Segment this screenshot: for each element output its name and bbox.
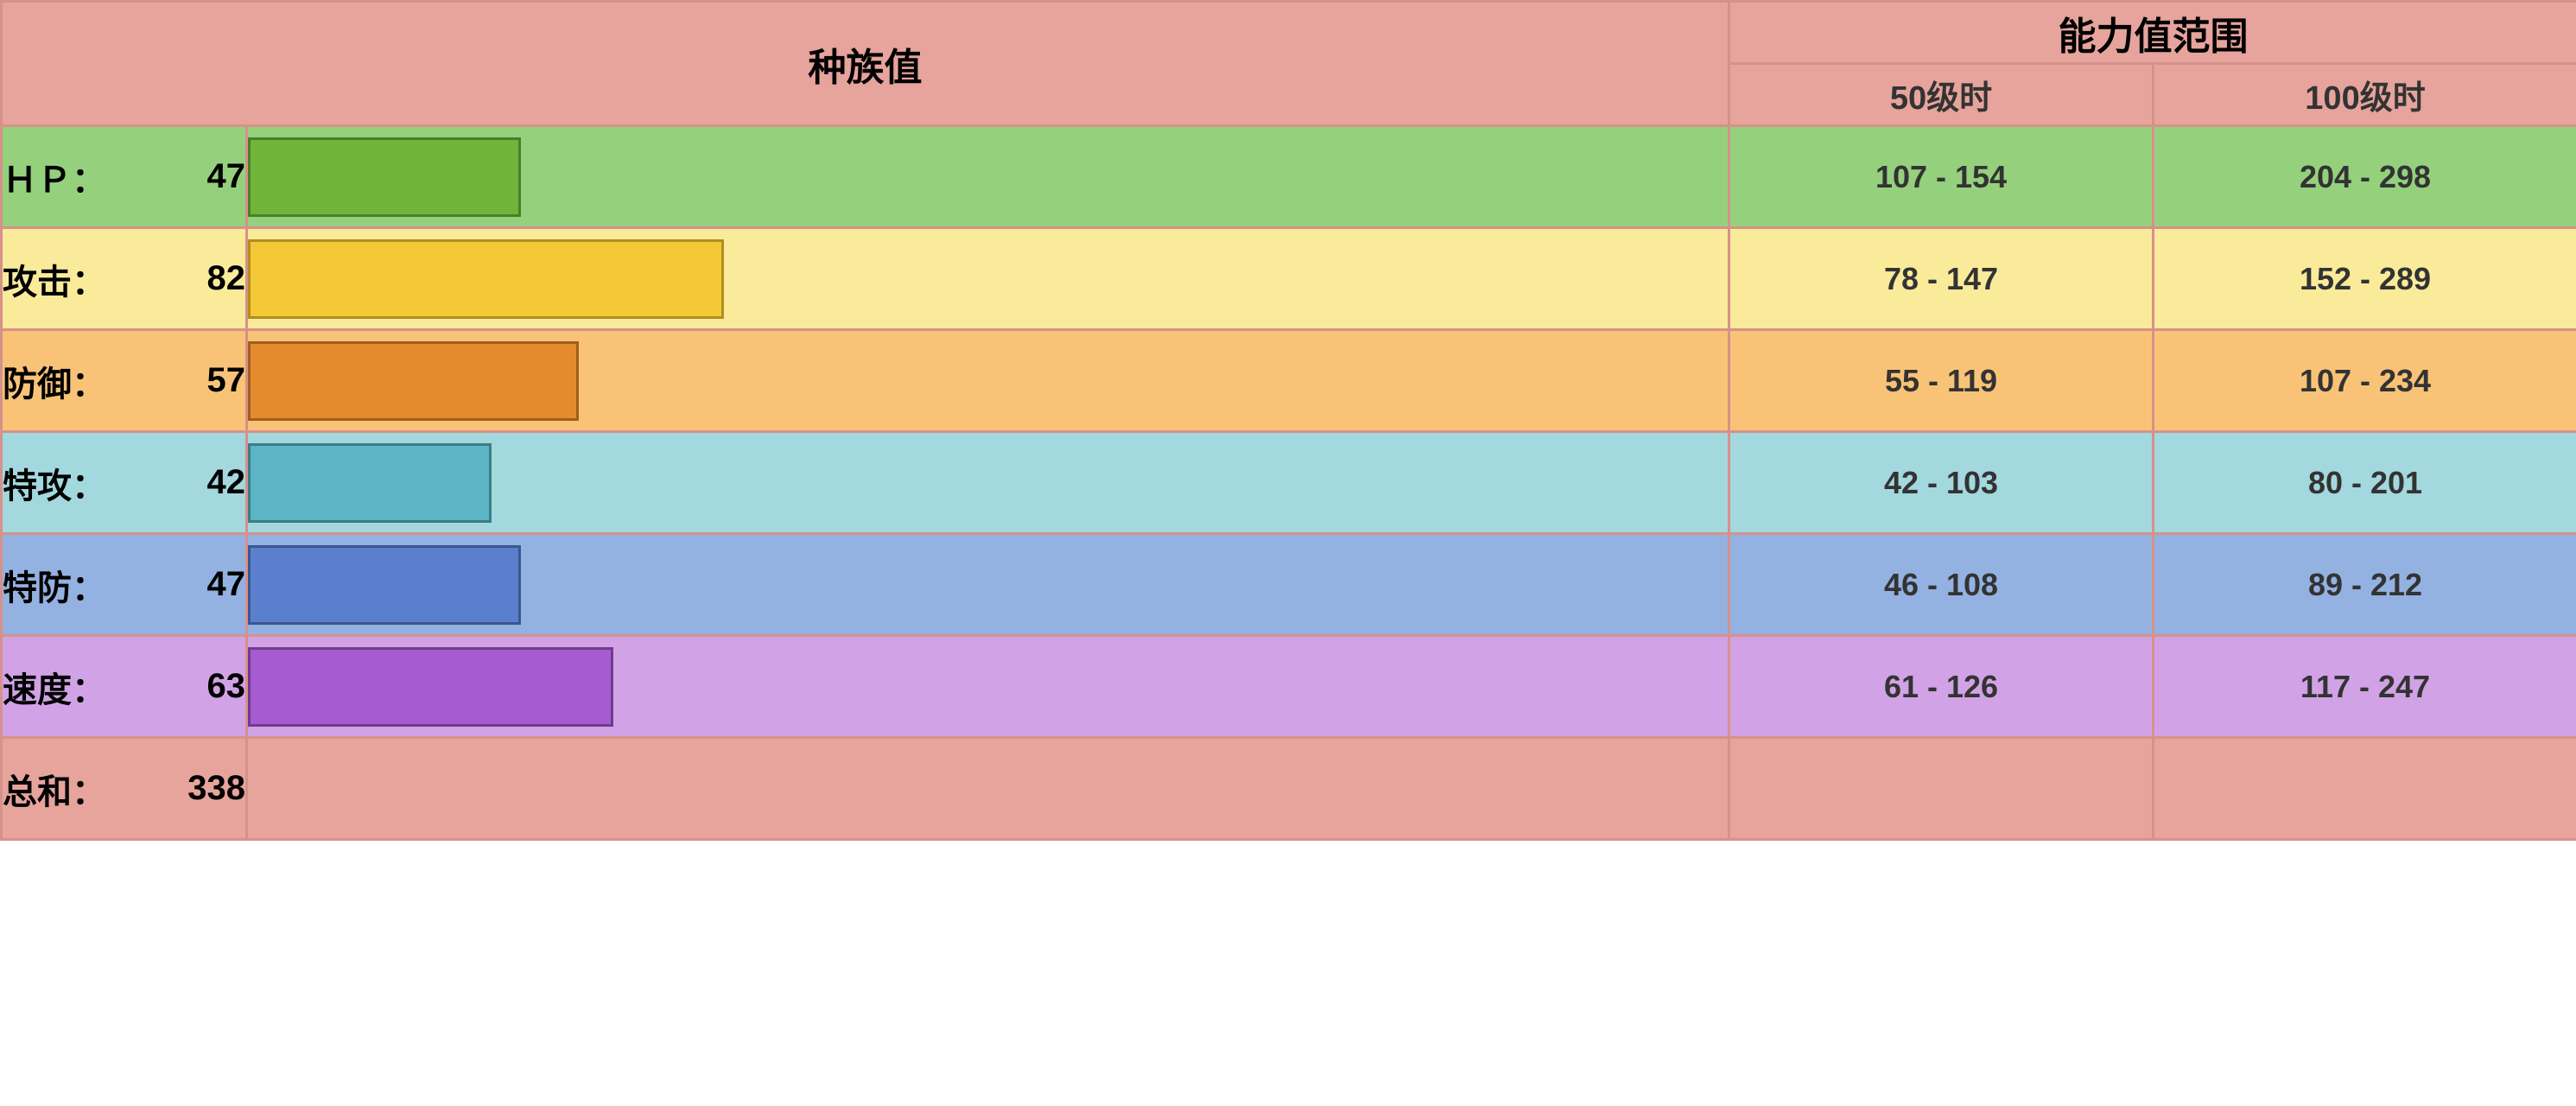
range-lv50: 107 - 154 <box>1729 126 2154 228</box>
stat-row: 特防：47 46 - 10889 - 212 <box>2 534 2576 636</box>
stat-row: 防御：57 55 - 119107 - 234 <box>2 330 2576 432</box>
total-row: 总和：338 <box>2 738 2576 840</box>
stat-bar-cell <box>247 636 1729 738</box>
range-lv100: 80 - 201 <box>2154 432 2576 534</box>
stat-label: ＨＰ： <box>2 126 152 228</box>
range-lv100: 117 - 247 <box>2154 636 2576 738</box>
stat-value: 63 <box>152 636 247 738</box>
total-range-lv100 <box>2154 738 2576 840</box>
stat-value: 42 <box>152 432 247 534</box>
stat-label: 速度： <box>2 636 152 738</box>
range-lv50: 42 - 103 <box>1729 432 2154 534</box>
stat-bar <box>248 545 521 625</box>
stat-bar <box>248 137 521 217</box>
stat-value: 47 <box>152 126 247 228</box>
stat-bar <box>248 647 613 727</box>
stat-label: 防御： <box>2 330 152 432</box>
stat-bar <box>248 239 724 319</box>
range-lv100: 107 - 234 <box>2154 330 2576 432</box>
range-lv50: 55 - 119 <box>1729 330 2154 432</box>
stat-bar-cell <box>247 534 1729 636</box>
stat-label: 特防： <box>2 534 152 636</box>
stat-label: 攻击： <box>2 228 152 330</box>
header-stat-range: 能力值范围 <box>1729 2 2576 64</box>
stat-bar <box>248 443 492 523</box>
stat-value: 57 <box>152 330 247 432</box>
total-range-lv50 <box>1729 738 2154 840</box>
header-base-stats: 种族值 <box>2 2 1729 126</box>
range-lv100: 89 - 212 <box>2154 534 2576 636</box>
range-lv100: 204 - 298 <box>2154 126 2576 228</box>
stat-value: 82 <box>152 228 247 330</box>
stat-row: ＨＰ：47 107 - 154204 - 298 <box>2 126 2576 228</box>
stat-value: 47 <box>152 534 247 636</box>
total-bar-cell <box>247 738 1729 840</box>
stats-table: 种族值 能力值范围 50级时 100级时 ＨＰ：47107 - 154204 -… <box>0 0 2576 841</box>
stat-bar-cell <box>247 330 1729 432</box>
range-lv50: 46 - 108 <box>1729 534 2154 636</box>
range-lv100: 152 - 289 <box>2154 228 2576 330</box>
stat-bar-cell <box>247 432 1729 534</box>
stat-bar-cell <box>247 126 1729 228</box>
total-label: 总和： <box>2 738 152 840</box>
stat-row: 攻击：82 78 - 147152 - 289 <box>2 228 2576 330</box>
total-value: 338 <box>152 738 247 840</box>
stat-row: 特攻：42 42 - 10380 - 201 <box>2 432 2576 534</box>
stat-bar-cell <box>247 228 1729 330</box>
range-lv50: 78 - 147 <box>1729 228 2154 330</box>
range-lv50: 61 - 126 <box>1729 636 2154 738</box>
header-lv50: 50级时 <box>1729 64 2154 126</box>
header-lv100: 100级时 <box>2154 64 2576 126</box>
stat-bar <box>248 341 579 421</box>
stat-row: 速度：63 61 - 126117 - 247 <box>2 636 2576 738</box>
stat-label: 特攻： <box>2 432 152 534</box>
